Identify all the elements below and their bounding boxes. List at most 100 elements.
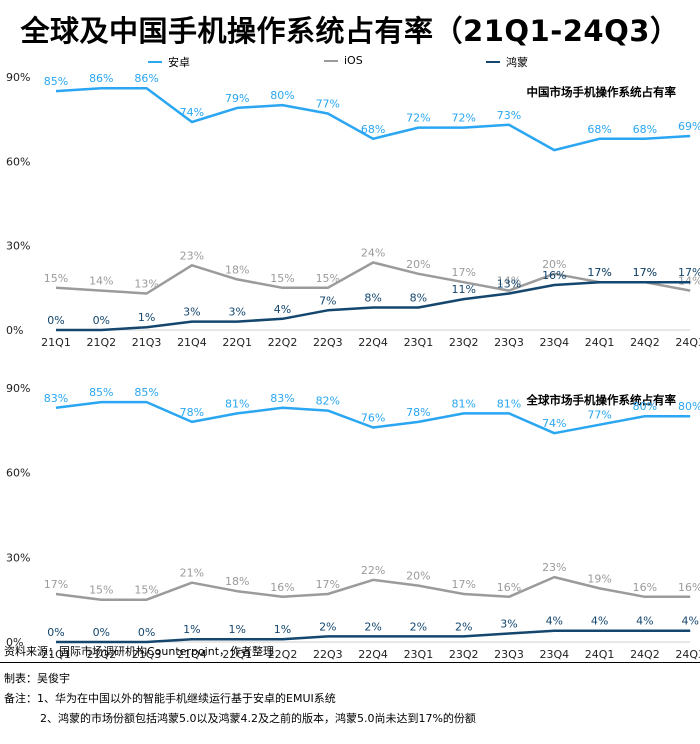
china-ytick-label: 30% xyxy=(6,240,30,253)
global-data-label-ios: 20% xyxy=(406,570,430,583)
global-data-label-android: 82% xyxy=(316,395,340,408)
remark-note-2: 2、鸿蒙的市场份额包括鸿蒙5.0以及鸿蒙4.2及之前的版本，鸿蒙5.0尚未达到1… xyxy=(40,712,476,725)
china-xtick-label: 23Q2 xyxy=(449,336,479,349)
global-data-label-ios: 15% xyxy=(134,584,158,597)
legend-swatch-android xyxy=(148,61,162,63)
global-xtick-label: 21Q2 xyxy=(86,648,116,661)
page-title: 全球及中国手机操作系统占有率（21Q1-24Q3） xyxy=(20,14,680,48)
china-data-label-android: 74% xyxy=(180,106,204,119)
china-data-label-harmonyos: 4% xyxy=(274,303,291,316)
global-xtick-label: 21Q3 xyxy=(132,648,162,661)
global-xtick-label: 24Q3 xyxy=(675,648,700,661)
remark-note-1: 备注：1、华为在中国以外的智能手机继续运行基于安卓的EMUI系统 xyxy=(4,692,336,705)
global-data-label-harmonyos: 2% xyxy=(364,620,381,633)
china-data-label-harmonyos: 7% xyxy=(319,294,336,307)
china-data-label-android: 69% xyxy=(678,120,700,133)
global-data-label-android: 77% xyxy=(587,409,611,422)
global-data-label-android: 78% xyxy=(180,406,204,419)
global-data-label-android: 81% xyxy=(225,397,249,410)
china-series-line-ios xyxy=(55,261,691,295)
china-data-label-harmonyos: 17% xyxy=(678,266,700,279)
legend-label-android: 安卓 xyxy=(168,56,190,69)
global-data-label-ios: 17% xyxy=(451,578,475,591)
china-xtick-label: 23Q3 xyxy=(494,336,524,349)
global-data-label-ios: 16% xyxy=(270,581,294,594)
global-data-label-ios: 23% xyxy=(542,561,566,574)
china-ytick-label: 0% xyxy=(6,324,23,337)
china-data-label-harmonyos: 11% xyxy=(451,283,475,296)
global-xtick-label: 23Q4 xyxy=(539,648,569,661)
china-xtick-label: 21Q4 xyxy=(177,336,207,349)
china-data-label-harmonyos: 3% xyxy=(228,306,245,319)
global-data-label-harmonyos: 0% xyxy=(47,626,64,639)
global-data-label-ios: 16% xyxy=(633,581,657,594)
global-data-label-ios: 17% xyxy=(44,578,68,591)
china-xtick-label: 22Q2 xyxy=(268,336,298,349)
china-data-label-android: 85% xyxy=(44,75,68,88)
global-data-label-ios: 22% xyxy=(361,564,385,577)
global-data-label-android: 83% xyxy=(44,392,68,405)
china-data-label-harmonyos: 13% xyxy=(497,277,521,290)
global-xtick-label: 23Q3 xyxy=(494,648,524,661)
global-data-label-ios: 16% xyxy=(678,581,700,594)
global-data-label-android: 85% xyxy=(134,386,158,399)
global-data-label-harmonyos: 2% xyxy=(410,620,427,633)
global-data-label-android: 85% xyxy=(89,386,113,399)
china-series-line-android xyxy=(55,86,691,152)
global-data-label-android: 81% xyxy=(497,397,521,410)
global-data-label-android: 78% xyxy=(406,406,430,419)
china-data-label-android: 80% xyxy=(270,89,294,102)
china-xtick-label: 22Q1 xyxy=(222,336,252,349)
china-data-label-ios: 20% xyxy=(406,258,430,271)
global-data-label-harmonyos: 0% xyxy=(138,626,155,639)
global-data-label-ios: 15% xyxy=(89,584,113,597)
china-data-label-android: 68% xyxy=(633,123,657,136)
global-data-label-harmonyos: 4% xyxy=(681,615,698,628)
global-chart-title: 全球市场手机操作系统占有率 xyxy=(526,393,677,407)
global-data-label-ios: 17% xyxy=(316,578,340,591)
global-data-label-harmonyos: 0% xyxy=(93,626,110,639)
global-series-line-ios xyxy=(55,575,691,601)
global-data-label-android: 83% xyxy=(270,392,294,405)
global-data-label-harmonyos: 1% xyxy=(183,623,200,636)
china-data-label-ios: 15% xyxy=(270,272,294,285)
china-ytick-label: 60% xyxy=(6,155,30,168)
china-ytick-label: 90% xyxy=(6,71,30,84)
global-ytick-label: 60% xyxy=(6,467,30,480)
global-xtick-label: 22Q1 xyxy=(222,648,252,661)
china-data-label-android: 79% xyxy=(225,92,249,105)
global-data-label-ios: 18% xyxy=(225,575,249,588)
china-xtick-label: 23Q4 xyxy=(539,336,569,349)
legend-label-harmonyos: 鸿蒙 xyxy=(506,56,528,69)
global-data-label-android: 76% xyxy=(361,412,385,425)
china-data-label-harmonyos: 0% xyxy=(47,314,64,327)
global-xtick-label: 22Q3 xyxy=(313,648,343,661)
global-xtick-label: 24Q1 xyxy=(585,648,615,661)
legend-item-harmonyos: 鸿蒙 xyxy=(486,54,528,70)
legend-swatch-ios xyxy=(324,59,338,62)
china-data-label-ios: 14% xyxy=(497,275,521,288)
legend-swatch-harmonyos xyxy=(486,61,500,63)
china-xtick-label: 21Q2 xyxy=(86,336,116,349)
global-data-label-harmonyos: 2% xyxy=(455,620,472,633)
global-data-label-ios: 16% xyxy=(497,581,521,594)
global-xtick-label: 24Q2 xyxy=(630,648,660,661)
china-chart-title: 中国市场手机操作系统占有率 xyxy=(527,85,677,99)
legend-item-ios: iOS xyxy=(324,54,363,67)
china-data-label-android: 68% xyxy=(361,123,385,136)
china-data-label-android: 68% xyxy=(587,123,611,136)
charts-canvas: 中国市场手机操作系统占有率 0% 30% 60% 90% 21Q1 21Q2 21Q3 21Q4… xyxy=(6,71,700,661)
global-data-label-ios: 19% xyxy=(587,572,611,585)
china-xtick-label: 21Q3 xyxy=(132,336,162,349)
china-data-label-android: 77% xyxy=(316,98,340,111)
legend-item-android: 安卓 xyxy=(148,54,190,70)
china-data-label-android: 86% xyxy=(89,72,113,85)
global-ytick-label: 0% xyxy=(6,636,23,649)
global-xtick-label: 22Q2 xyxy=(268,648,298,661)
china-xtick-label: 24Q1 xyxy=(585,336,615,349)
china-data-label-harmonyos: 17% xyxy=(587,266,611,279)
china-data-label-ios: 18% xyxy=(225,263,249,276)
global-data-label-harmonyos: 4% xyxy=(591,615,608,628)
china-data-label-harmonyos: 8% xyxy=(410,292,427,305)
global-ytick-label: 30% xyxy=(6,551,30,564)
